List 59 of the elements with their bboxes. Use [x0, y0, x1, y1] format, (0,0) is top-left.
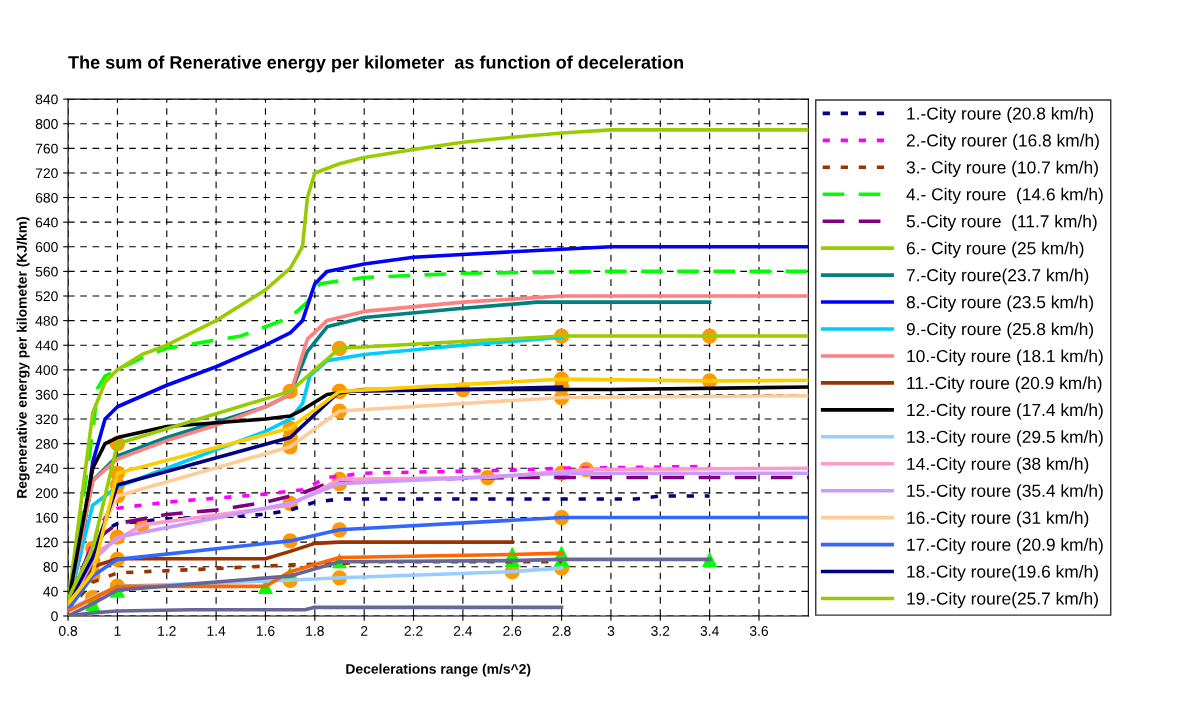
y-tick-label: 280: [35, 439, 58, 449]
x-tick-label: 1.8: [306, 626, 324, 636]
chart-title: The sum of Renerative energy per kilometer as function of deceleration: [68, 55, 683, 73]
legend-label: 18.-City roure(19.6 km/h): [907, 565, 1098, 582]
y-tick-label: 560: [35, 266, 58, 277]
legend-label: 3.- City roure (10.7 km/h): [906, 160, 1098, 177]
y-tick-label: 200: [35, 488, 58, 499]
x-tick-label: 0.8: [58, 626, 78, 636]
legend-label: 1.-City roure (20.8 km/h): [907, 106, 1094, 124]
x-tick-label: 1.4: [207, 626, 226, 636]
y-tick-label: 440: [35, 340, 58, 351]
y-tick-label: 360: [35, 389, 58, 400]
y-tick-label: 680: [35, 192, 58, 203]
legend-label: 14.-City roure (38 km/h): [907, 457, 1089, 474]
legend-label: 10.-City roure (18.1 km/h): [907, 349, 1103, 366]
x-tick-label: 1.2: [158, 626, 176, 636]
x-tick-label: 3.6: [749, 626, 769, 636]
x-tick-label: 1.6: [256, 626, 275, 636]
legend-label: 5.-City roure (11.7 km/h): [906, 214, 1097, 231]
y-tick-label: 320: [35, 414, 58, 425]
y-tick-label: 80: [43, 562, 58, 572]
y-tick-label: 800: [35, 119, 58, 129]
y-tick-label: 480: [35, 315, 58, 326]
x-tick-label: 2: [361, 626, 368, 636]
x-tick-label: 2.2: [404, 626, 423, 636]
legend-label: 7.-City roure(23.7 km/h): [906, 268, 1089, 285]
y-tick-label: 240: [35, 463, 58, 474]
y-axis-title: Regenerative energy per kilometer (KJ/km): [16, 216, 30, 498]
legend-label: 6.- City roure (25 km/h): [906, 241, 1084, 258]
legend-label: 13.-City roure (29.5 km/h): [907, 430, 1103, 447]
x-tick-label: 3.4: [700, 626, 719, 636]
legend-label: 15.-City roure (35.4 km/h): [907, 484, 1103, 501]
legend-label: 12.-City roure (17.4 km/h): [907, 403, 1103, 420]
x-tick-label: 3: [607, 626, 615, 636]
legend-label: 8.-City roure (23.5 km/h): [906, 295, 1094, 312]
x-axis-title: Decelerations range (m/s^2): [346, 663, 531, 677]
legend-label: 19.-City roure(25.7 km/h): [907, 591, 1098, 609]
x-tick-label: 2.6: [503, 626, 522, 636]
y-tick-label: 0: [51, 611, 58, 622]
y-tick-label: 720: [35, 168, 58, 179]
y-tick-label: 160: [36, 512, 58, 523]
y-tick-label: 600: [35, 242, 58, 252]
y-tick-label: 840: [35, 94, 58, 105]
legend-label: 11.-City roure (20.9 km/h): [907, 376, 1102, 393]
y-tick-label: 640: [35, 217, 58, 228]
y-tick-label: 120: [36, 537, 58, 548]
legend-label: 2.-City rourer (16.8 km/h): [906, 133, 1099, 151]
y-tick-label: 400: [35, 365, 58, 376]
x-tick-label: 1: [114, 626, 121, 636]
x-tick-label: 2.4: [453, 626, 473, 636]
x-tick-label: 2.8: [552, 626, 571, 636]
legend-label: 16.-City roure (31 km/h): [907, 511, 1089, 528]
x-tick-label: 3.2: [651, 626, 670, 636]
y-tick-label: 40: [43, 586, 58, 597]
legend-label: 17.-City roure (20.9 km/h): [907, 538, 1103, 555]
y-tick-label: 520: [35, 291, 58, 302]
y-tick-label: 760: [35, 143, 58, 154]
legend-label: 4.- City roure (14.6 km/h): [906, 187, 1103, 204]
legend-label: 9.-City roure (25.8 km/h): [906, 322, 1094, 339]
